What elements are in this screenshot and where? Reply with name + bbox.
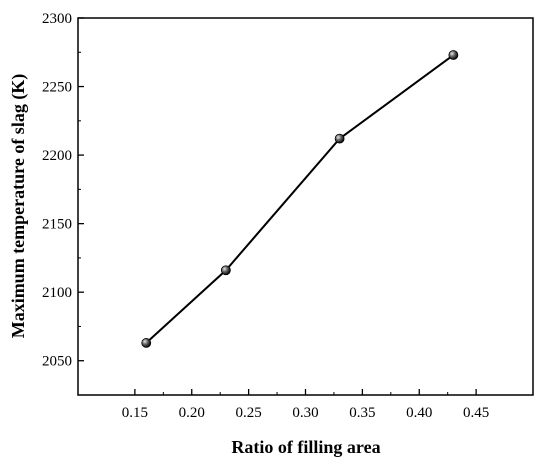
axis-tick-labels: 0.15 0.20 0.25 0.30 0.35 0.40 0.45 2050 2100 2150… <box>42 11 489 421</box>
y-axis-title: Maximum temperature of slag (K) <box>8 74 29 339</box>
x-tick-label: 0.40 <box>406 405 432 421</box>
x-tick-label: 0.25 <box>236 405 262 421</box>
y-tick-label: 2100 <box>42 285 72 301</box>
x-tick-label: 0.15 <box>122 405 148 421</box>
y-tick-label: 2050 <box>42 354 72 370</box>
y-tick-label: 2300 <box>42 11 72 27</box>
data-point <box>220 265 231 276</box>
y-tick-label: 2150 <box>42 217 72 233</box>
x-tick-label: 0.45 <box>463 405 489 421</box>
y-tick-label: 2200 <box>42 148 72 164</box>
x-tick-label: 0.35 <box>349 405 375 421</box>
data-point <box>141 338 152 348</box>
data-point <box>334 133 345 144</box>
series-line <box>145 54 454 344</box>
y-tick-label: 2250 <box>42 80 72 96</box>
data-point <box>448 50 459 60</box>
x-tick-label: 0.20 <box>179 405 205 421</box>
axis-ticks <box>78 17 477 395</box>
x-tick-label: 0.30 <box>292 405 318 421</box>
series-layer <box>141 50 459 348</box>
x-axis-title: Ratio of filling area <box>231 437 380 457</box>
